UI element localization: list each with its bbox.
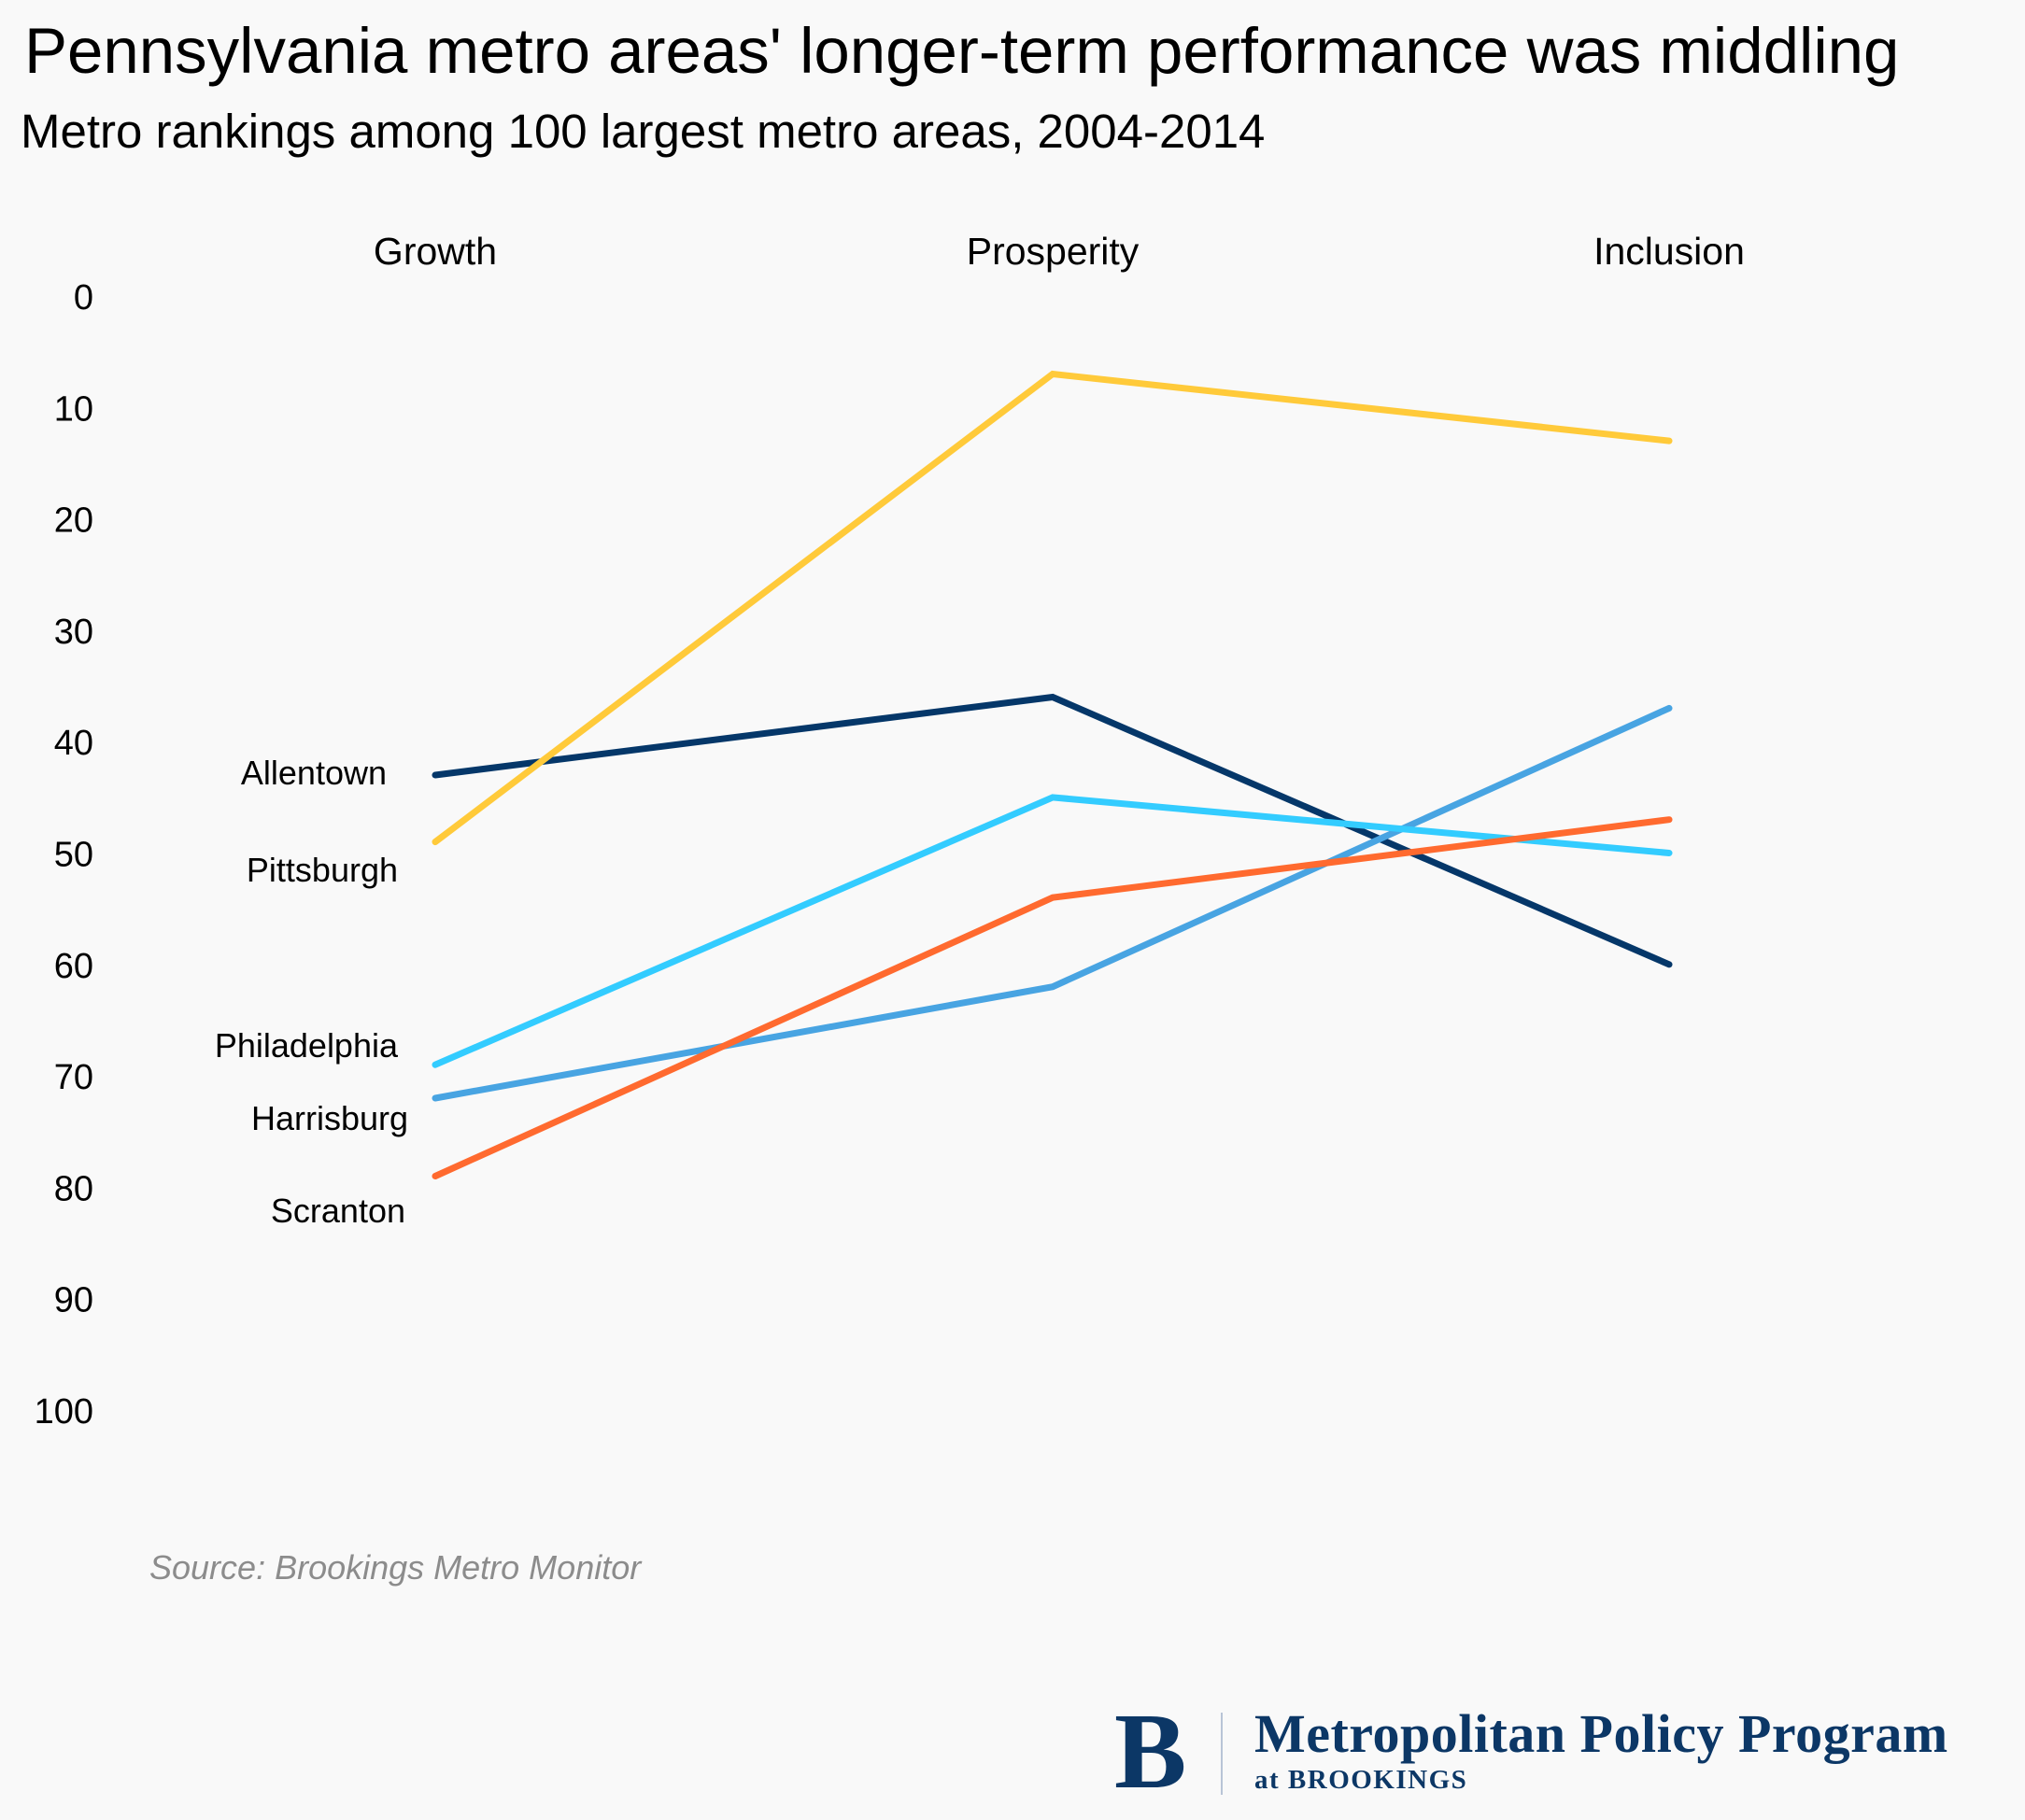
category-label-growth: Growth	[374, 230, 497, 273]
series-line-philadelphia	[432, 794, 1673, 1068]
series-label-pittsburgh: Pittsburgh	[247, 851, 398, 889]
y-tick-label: 100	[35, 1392, 93, 1432]
brookings-logo: B Metropolitan Policy Program at BROOKIN…	[1114, 1692, 1948, 1812]
logo-divider	[1221, 1713, 1223, 1795]
y-tick-label: 60	[54, 947, 93, 986]
y-tick-label: 20	[54, 501, 93, 541]
series-labels: Allentown Harrisburg Philadelphia Scranton P…	[215, 754, 408, 1230]
chart-title: Pennsylvania metro areas' longer-term pe…	[24, 15, 1900, 87]
series-line-allentown	[432, 693, 1673, 968]
chart-subtitle: Metro rankings among 100 largest metro a…	[21, 105, 1266, 158]
logo-institution: at BROOKINGS	[1254, 1765, 1468, 1795]
y-axis: 0 10 20 30 40 50 60 70 80 90 100	[35, 278, 93, 1432]
y-tick-label: 70	[54, 1058, 93, 1097]
y-tick-label: 0	[74, 278, 93, 317]
category-label-inclusion: Inclusion	[1593, 230, 1745, 273]
logo-text: Metropolitan Policy Program at BROOKINGS	[1254, 1705, 1948, 1799]
series-line-scranton	[432, 816, 1673, 1179]
brookings-b-mark: B	[1114, 1692, 1187, 1812]
logo-program-name: Metropolitan Policy Program	[1254, 1703, 1948, 1764]
series-lines	[432, 370, 1673, 1179]
y-tick-label: 80	[54, 1169, 93, 1208]
series-label-allentown: Allentown	[241, 754, 387, 792]
y-tick-label: 10	[54, 389, 93, 429]
series-label-harrisburg: Harrisburg	[251, 1099, 408, 1137]
y-tick-label: 40	[54, 724, 93, 763]
source-note: Source: Brookings Metro Monitor	[149, 1548, 642, 1587]
category-label-prosperity: Prosperity	[967, 230, 1140, 273]
category-labels: Growth Prosperity Inclusion	[374, 230, 1745, 273]
y-tick-label: 90	[54, 1281, 93, 1320]
y-tick-label: 30	[54, 613, 93, 652]
series-label-scranton: Scranton	[271, 1192, 405, 1230]
y-tick-label: 50	[54, 836, 93, 875]
series-label-philadelphia: Philadelphia	[215, 1026, 399, 1065]
series-line-pittsburgh	[432, 370, 1673, 846]
series-line-harrisburg	[432, 704, 1673, 1102]
